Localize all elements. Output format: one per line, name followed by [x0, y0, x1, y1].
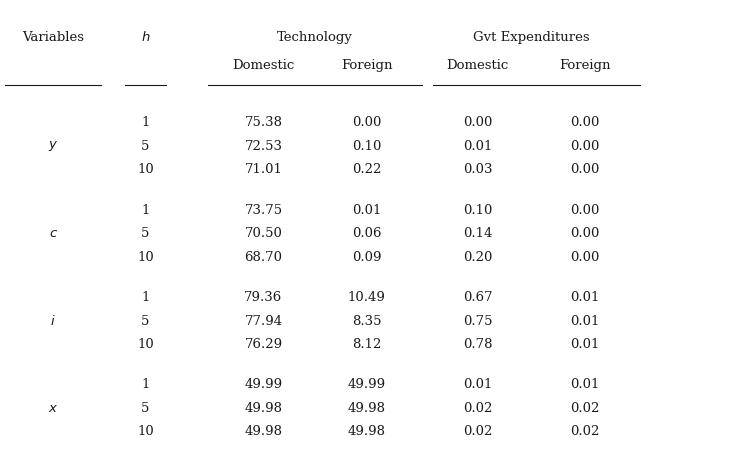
Text: 5: 5: [141, 140, 150, 153]
Text: 70.50: 70.50: [245, 227, 282, 240]
Text: 49.98: 49.98: [245, 425, 282, 439]
Text: 49.98: 49.98: [348, 425, 386, 439]
Text: $i$: $i$: [50, 314, 56, 328]
Text: 0.02: 0.02: [570, 402, 599, 415]
Text: 10: 10: [137, 425, 153, 439]
Text: 0.02: 0.02: [570, 425, 599, 439]
Text: Variables: Variables: [22, 31, 84, 44]
Text: 49.99: 49.99: [348, 378, 386, 391]
Text: 0.00: 0.00: [570, 204, 599, 217]
Text: 0.00: 0.00: [570, 251, 599, 264]
Text: 0.00: 0.00: [570, 227, 599, 240]
Text: Technology: Technology: [277, 31, 353, 44]
Text: $c$: $c$: [48, 227, 58, 240]
Text: $h$: $h$: [141, 30, 150, 44]
Text: 10: 10: [137, 163, 153, 176]
Text: 0.09: 0.09: [352, 251, 382, 264]
Text: 0.01: 0.01: [570, 378, 599, 391]
Text: Domestic: Domestic: [446, 59, 508, 72]
Text: 1: 1: [141, 204, 150, 217]
Text: 5: 5: [141, 314, 150, 328]
Text: 0.75: 0.75: [463, 314, 492, 328]
Text: 49.98: 49.98: [348, 402, 386, 415]
Text: 0.01: 0.01: [463, 140, 492, 153]
Text: 0.00: 0.00: [570, 163, 599, 176]
Text: 0.10: 0.10: [463, 204, 492, 217]
Text: $x$: $x$: [48, 402, 59, 415]
Text: 10.49: 10.49: [348, 291, 386, 304]
Text: 5: 5: [141, 227, 150, 240]
Text: 0.00: 0.00: [463, 116, 492, 130]
Text: 0.01: 0.01: [570, 291, 599, 304]
Text: 1: 1: [141, 291, 150, 304]
Text: Foreign: Foreign: [559, 59, 611, 72]
Text: 49.98: 49.98: [245, 402, 282, 415]
Text: 0.06: 0.06: [352, 227, 382, 240]
Text: 0.00: 0.00: [570, 140, 599, 153]
Text: Foreign: Foreign: [341, 59, 393, 72]
Text: 1: 1: [141, 116, 150, 130]
Text: 0.78: 0.78: [463, 338, 492, 351]
Text: 73.75: 73.75: [245, 204, 282, 217]
Text: 72.53: 72.53: [245, 140, 282, 153]
Text: 0.01: 0.01: [463, 378, 492, 391]
Text: 71.01: 71.01: [245, 163, 282, 176]
Text: 76.29: 76.29: [245, 338, 282, 351]
Text: 1: 1: [141, 378, 150, 391]
Text: 68.70: 68.70: [245, 251, 282, 264]
Text: 0.22: 0.22: [352, 163, 382, 176]
Text: 0.00: 0.00: [570, 116, 599, 130]
Text: 10: 10: [137, 251, 153, 264]
Text: 10: 10: [137, 338, 153, 351]
Text: 0.67: 0.67: [462, 291, 492, 304]
Text: 75.38: 75.38: [245, 116, 282, 130]
Text: 0.01: 0.01: [352, 204, 382, 217]
Text: 0.01: 0.01: [570, 338, 599, 351]
Text: 0.03: 0.03: [463, 163, 492, 176]
Text: 5: 5: [141, 402, 150, 415]
Text: 0.02: 0.02: [463, 425, 492, 439]
Text: 79.36: 79.36: [245, 291, 282, 304]
Text: 0.02: 0.02: [463, 402, 492, 415]
Text: 0.20: 0.20: [463, 251, 492, 264]
Text: 8.12: 8.12: [352, 338, 382, 351]
Text: Gvt Expenditures: Gvt Expenditures: [473, 31, 589, 44]
Text: 0.10: 0.10: [352, 140, 382, 153]
Text: 8.35: 8.35: [352, 314, 382, 328]
Text: 0.14: 0.14: [463, 227, 492, 240]
Text: 77.94: 77.94: [245, 314, 282, 328]
Text: 0.01: 0.01: [570, 314, 599, 328]
Text: 49.99: 49.99: [245, 378, 282, 391]
Text: 0.00: 0.00: [352, 116, 382, 130]
Text: Domestic: Domestic: [233, 59, 295, 72]
Text: $y$: $y$: [48, 140, 59, 154]
